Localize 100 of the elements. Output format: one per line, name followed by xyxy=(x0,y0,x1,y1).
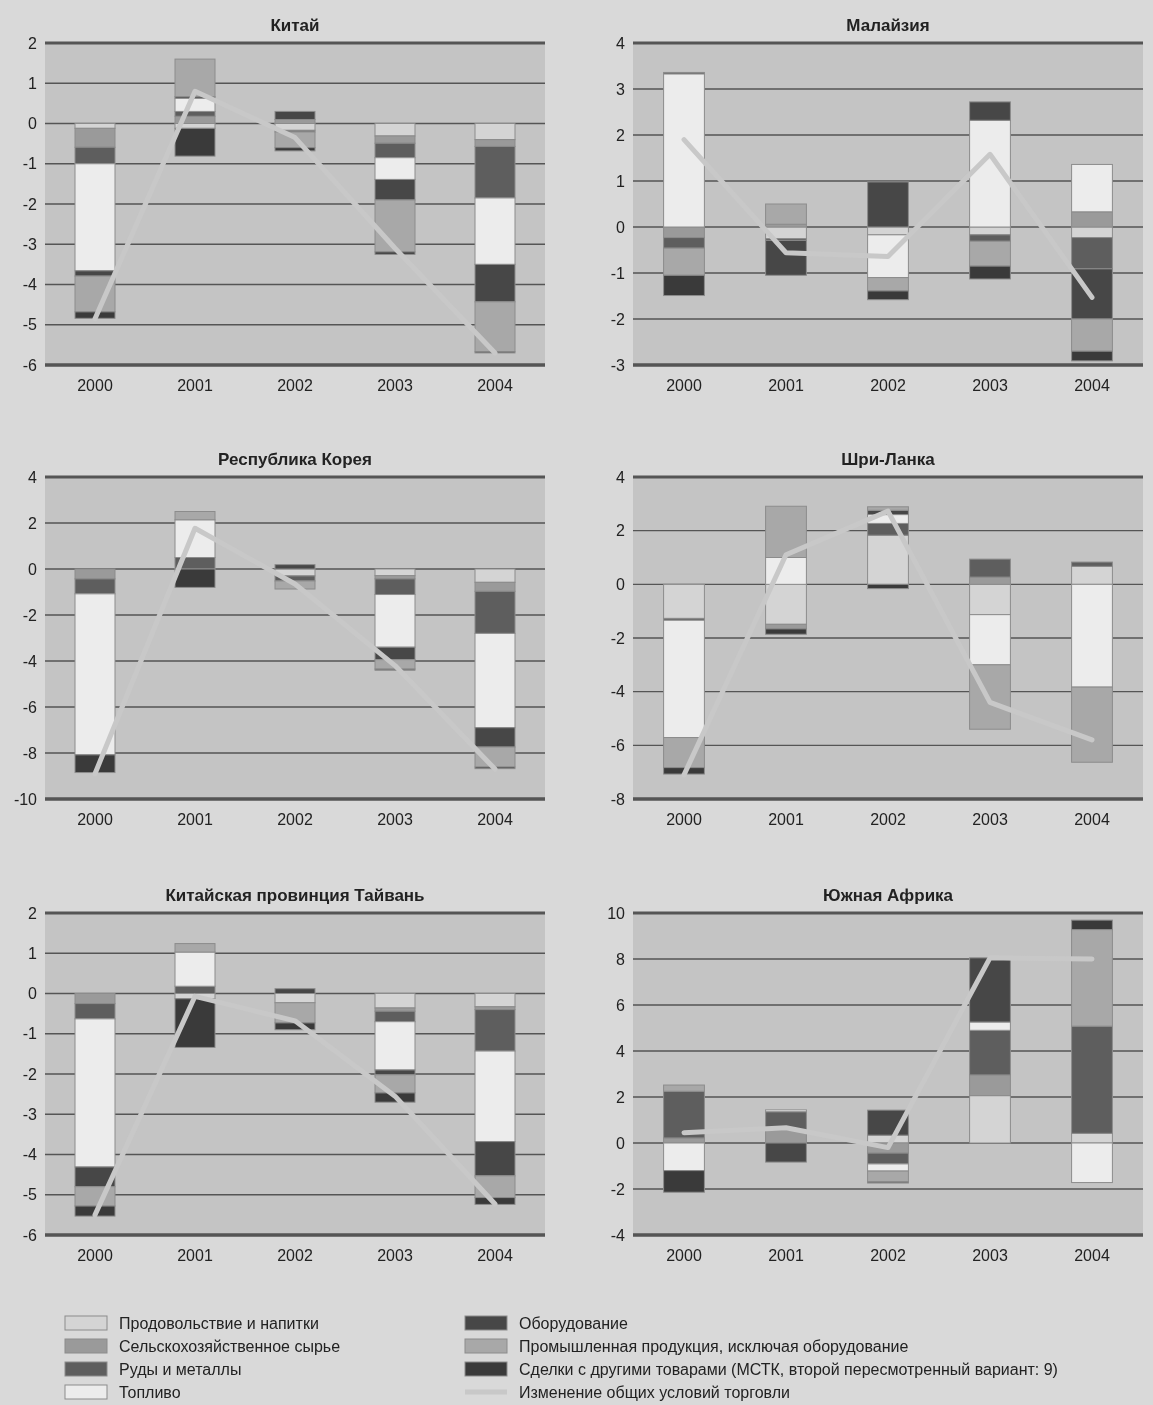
legend-label: Руды и металлы xyxy=(119,1360,242,1378)
x-tick-label: 2003 xyxy=(377,377,413,394)
y-tick-label: 1 xyxy=(616,172,626,190)
legend-label: Топливо xyxy=(119,1383,181,1401)
x-tick-label: 2004 xyxy=(1074,1247,1110,1264)
y-tick-label: -2 xyxy=(22,195,38,213)
y-tick-label: -2 xyxy=(22,1065,38,1083)
y-tick-label: 2 xyxy=(28,514,38,532)
y-tick-label: -6 xyxy=(610,736,626,754)
y-tick-label: 0 xyxy=(616,218,626,236)
x-tick-label: 2004 xyxy=(1074,811,1110,828)
x-tick-label: 2001 xyxy=(177,811,213,828)
y-tick-label: -2 xyxy=(610,310,626,328)
bar xyxy=(374,568,416,577)
y-tick-label: 0 xyxy=(28,560,38,578)
x-tick-label: 2004 xyxy=(477,1247,513,1264)
bar xyxy=(274,110,316,120)
chart-title: Южная Африка xyxy=(822,886,954,905)
x-tick-label: 2002 xyxy=(277,377,313,394)
y-tick-label: 8 xyxy=(616,950,626,968)
bar xyxy=(765,628,807,635)
y-tick-label: -4 xyxy=(610,683,626,701)
y-tick-label: -8 xyxy=(22,744,38,762)
y-tick-label: 6 xyxy=(616,996,626,1014)
legend-label: Продовольствие и напитки xyxy=(119,1314,319,1332)
legend-label: Сельскохозяйственное сырье xyxy=(119,1337,341,1355)
y-tick-label: 0 xyxy=(616,1134,626,1152)
bar xyxy=(474,993,516,1008)
y-tick-label: 0 xyxy=(28,115,38,133)
x-tick-label: 2000 xyxy=(666,811,702,828)
y-tick-label: 1 xyxy=(28,74,38,92)
y-tick-label: -10 xyxy=(13,790,38,808)
y-tick-label: -2 xyxy=(610,629,626,647)
chart-title: Малайзия xyxy=(846,16,930,35)
chart-title: Шри-Ланка xyxy=(841,450,936,469)
y-tick-label: -1 xyxy=(610,264,626,282)
x-tick-label: 2003 xyxy=(377,1247,413,1264)
x-tick-label: 2004 xyxy=(1074,377,1110,394)
y-tick-label: 2 xyxy=(616,1088,626,1106)
y-tick-label: 4 xyxy=(28,468,38,486)
bar xyxy=(765,203,807,225)
y-tick-label: -1 xyxy=(22,1025,38,1043)
chart-title: Китайская провинция Тайвань xyxy=(165,886,425,905)
y-tick-label: -6 xyxy=(22,698,38,716)
x-tick-label: 2003 xyxy=(972,811,1008,828)
y-tick-label: 1 xyxy=(28,944,38,962)
x-tick-label: 2000 xyxy=(77,1247,113,1264)
y-tick-label: 2 xyxy=(28,34,38,52)
y-tick-label: -5 xyxy=(22,316,38,334)
y-tick-label: 2 xyxy=(28,904,38,922)
legend-label: Промышленная продукция, исключая оборудование xyxy=(519,1337,909,1355)
x-tick-label: 2003 xyxy=(972,377,1008,394)
y-tick-label: 2 xyxy=(616,522,626,540)
y-tick-label: -2 xyxy=(22,606,38,624)
y-tick-label: 4 xyxy=(616,468,626,486)
x-tick-label: 2001 xyxy=(768,811,804,828)
y-tick-label: -4 xyxy=(22,276,38,294)
y-tick-label: -8 xyxy=(610,790,626,808)
y-tick-label: -3 xyxy=(610,356,626,374)
x-tick-label: 2002 xyxy=(277,811,313,828)
chart-title: Китай xyxy=(270,16,320,35)
y-tick-label: 0 xyxy=(28,985,38,1003)
y-tick-label: -1 xyxy=(22,155,38,173)
x-tick-label: 2002 xyxy=(277,1247,313,1264)
y-tick-label: 10 xyxy=(607,904,626,922)
y-tick-label: -6 xyxy=(22,356,38,374)
y-tick-label: -4 xyxy=(610,1226,626,1244)
x-tick-label: 2003 xyxy=(972,1247,1008,1264)
x-tick-label: 2003 xyxy=(377,811,413,828)
x-tick-label: 2004 xyxy=(477,811,513,828)
y-tick-label: -6 xyxy=(22,1226,38,1244)
y-tick-label: 4 xyxy=(616,1042,626,1060)
x-tick-label: 2001 xyxy=(768,377,804,394)
y-tick-label: 4 xyxy=(616,34,626,52)
legend-label: Сделки с другими товарами (МСТК, второй пересмотренный вариант: 9) xyxy=(519,1360,1058,1378)
y-tick-label: -4 xyxy=(22,652,38,670)
y-tick-label: -5 xyxy=(22,1186,38,1204)
y-tick-label: 0 xyxy=(616,575,626,593)
y-tick-label: 2 xyxy=(616,126,626,144)
bar xyxy=(867,506,909,511)
bar xyxy=(174,127,216,157)
y-tick-label: -3 xyxy=(22,1105,38,1123)
x-tick-label: 2001 xyxy=(768,1247,804,1264)
x-tick-label: 2002 xyxy=(870,1247,906,1264)
bar xyxy=(174,58,216,98)
y-tick-label: -4 xyxy=(22,1146,38,1164)
bar xyxy=(663,583,705,619)
legend-label: Оборудование xyxy=(519,1314,628,1332)
x-tick-label: 2000 xyxy=(666,377,702,394)
x-tick-label: 2002 xyxy=(870,377,906,394)
y-tick-label: -3 xyxy=(22,235,38,253)
x-tick-label: 2001 xyxy=(177,377,213,394)
y-tick-label: -2 xyxy=(610,1180,626,1198)
x-tick-label: 2000 xyxy=(77,377,113,394)
legend-label: Изменение общих условий торговли xyxy=(519,1383,790,1401)
x-tick-label: 2001 xyxy=(177,1247,213,1264)
y-tick-label: 3 xyxy=(616,80,626,98)
x-tick-label: 2002 xyxy=(870,811,906,828)
x-tick-label: 2000 xyxy=(77,811,113,828)
chart-title: Республика Корея xyxy=(218,450,372,469)
